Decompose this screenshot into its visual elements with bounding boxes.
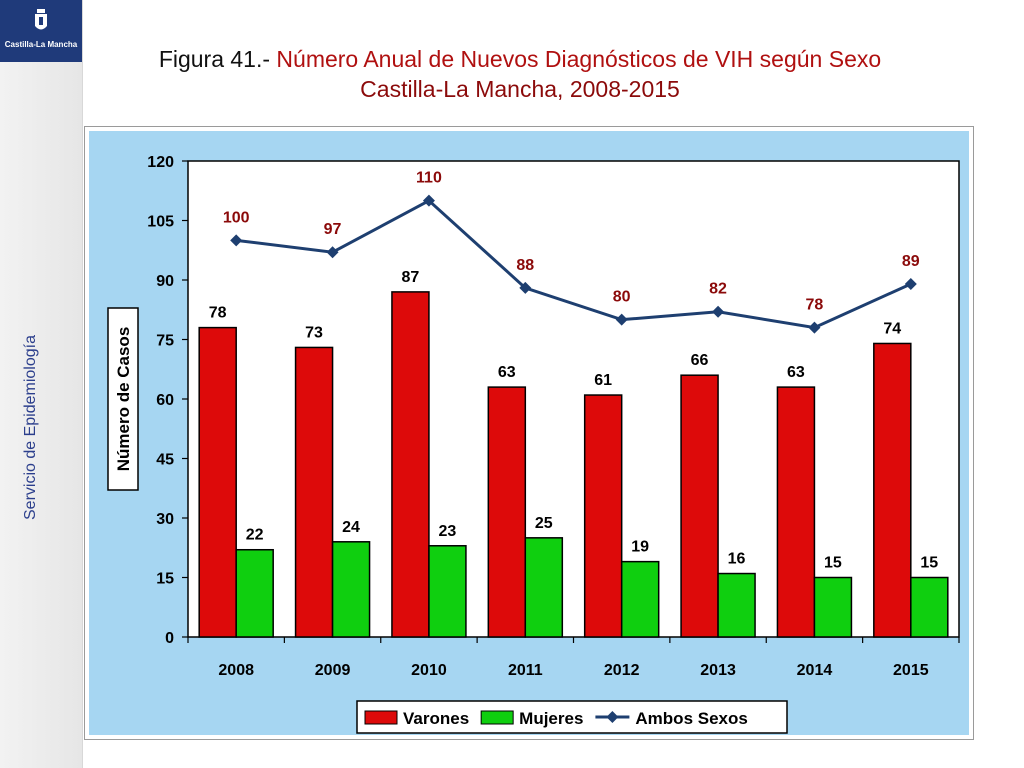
bar-line-chart: 0 15 30 45 60 75 90 105 120 Número de Casos 78 22 20… [107, 154, 960, 734]
department-label: Servicio de Epidemiología [22, 335, 39, 520]
bar-varones [873, 342, 912, 638]
y-tick-label: 120 [147, 154, 174, 171]
bar-varones [487, 386, 527, 638]
x-tick-label: 2012 [604, 662, 640, 679]
line-value-label: 97 [324, 221, 342, 238]
bar-value-label: 16 [728, 551, 746, 568]
y-tick-label: 45 [156, 452, 174, 469]
bar-value-label: 61 [594, 372, 612, 389]
bar-value-label: 23 [439, 523, 457, 540]
legend-line-marker [606, 711, 619, 723]
y-tick-label: 105 [147, 214, 174, 231]
bar-value-label: 15 [920, 555, 938, 572]
line-marker [422, 194, 435, 207]
bar-value-label: 73 [305, 324, 323, 341]
bar-value-label: 22 [246, 527, 264, 544]
bar-value-label: 63 [498, 364, 516, 381]
bar-value-label: 15 [824, 555, 842, 572]
legend-label: Varones [403, 709, 469, 728]
x-tick-label: 2014 [797, 662, 833, 679]
sidebar: Castilla-La Mancha Servicio de Epidemiol… [0, 0, 83, 768]
y-axis-title-text: Número de Casos [114, 327, 133, 472]
x-tick-label: 2011 [508, 662, 543, 679]
line-value-label: 80 [613, 289, 631, 306]
line-marker [326, 246, 339, 259]
y-tick-label: 75 [156, 333, 174, 350]
y-tick-label: 0 [165, 630, 174, 647]
line-marker [808, 321, 821, 334]
x-tick-label: 2009 [315, 662, 351, 679]
line-ambos-sexos [236, 198, 912, 330]
y-axis-title-box [107, 307, 139, 491]
bar-mujeres [813, 576, 853, 638]
line-marker [519, 281, 532, 294]
bar-varones [776, 386, 816, 638]
bar-value-label: 19 [631, 539, 649, 556]
line-value-label: 89 [902, 253, 920, 270]
x-tick-label: 2015 [893, 662, 929, 679]
crest-icon [35, 9, 47, 30]
bar-value-label: 24 [342, 519, 360, 536]
legend [356, 700, 788, 734]
line-marker [712, 305, 725, 318]
line-marker [904, 277, 917, 290]
line-value-label: 100 [223, 209, 250, 226]
bar-varones [294, 346, 334, 638]
legend-swatch-mujeres [480, 710, 514, 725]
title-line2: Castilla-La Mancha, 2008-2015 [360, 76, 680, 102]
title-main: Número Anual de Nuevos Diagnósticos de V… [276, 46, 882, 72]
line-value-label: 110 [416, 170, 442, 187]
y-axis-title: Número de Casos [107, 307, 139, 491]
legend-label: Mujeres [519, 709, 583, 728]
bar-mujeres [910, 576, 949, 638]
bar-value-label: 25 [535, 515, 553, 532]
bar-value-label: 66 [691, 352, 709, 369]
bar-varones [198, 326, 237, 638]
bar-varones [680, 374, 719, 638]
legend-label: Ambos Sexos [635, 709, 747, 728]
line-value-label: 78 [806, 297, 824, 314]
y-tick-label: 90 [156, 273, 174, 290]
legend-swatch-varones [364, 710, 398, 725]
bar-varones [391, 291, 430, 638]
line-marker [230, 234, 243, 247]
y-tick-label: 15 [156, 571, 174, 588]
y-tick-label: 30 [156, 511, 174, 528]
bar-mujeres [717, 572, 756, 638]
y-tick-label: 60 [156, 392, 174, 409]
bar-value-label: 78 [209, 305, 227, 322]
line-marker [615, 313, 628, 326]
title-prefix: Figura 41.- [158, 46, 277, 72]
x-tick-label: 2010 [411, 662, 447, 679]
line-value-label: 82 [709, 281, 727, 298]
x-tick-label: 2013 [700, 662, 736, 679]
line-value-label: 88 [516, 257, 534, 274]
page-title: Figura 41.- Número Anual de Nuevos Diagn… [100, 44, 940, 104]
bar-mujeres [620, 560, 660, 638]
bar-varones [583, 394, 623, 638]
bar-mujeres [235, 548, 274, 638]
x-tick-label: 2008 [218, 662, 254, 679]
logo: Castilla-La Mancha [0, 0, 82, 62]
chart-frame: 0 15 30 45 60 75 90 105 120 Número de Casos 78 22 20… [84, 126, 974, 740]
logo-text: Castilla-La Mancha [4, 40, 78, 49]
bar-mujeres [524, 537, 564, 638]
bar-mujeres [331, 541, 371, 638]
bar-value-label: 74 [883, 320, 901, 337]
chart-area: 0 15 30 45 60 75 90 105 120 Número de Casos 78 22 20… [89, 131, 969, 735]
bar-value-label: 63 [787, 364, 805, 381]
bar-mujeres [428, 545, 467, 638]
bar-value-label: 87 [402, 269, 420, 286]
